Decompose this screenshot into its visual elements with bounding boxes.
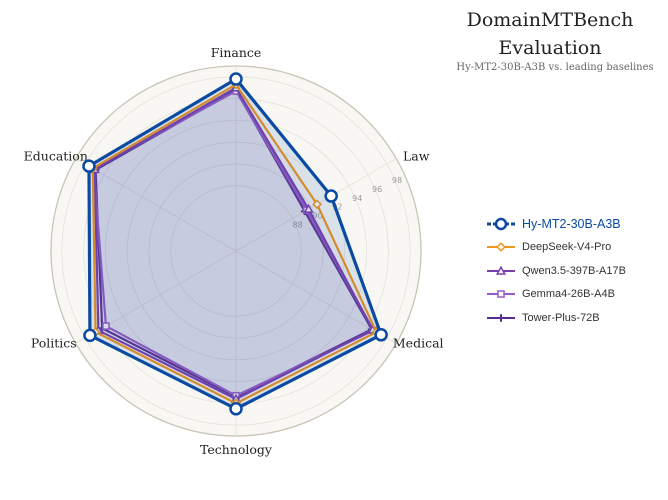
legend-label: Tower-Plus-72B [522,311,600,324]
tick-label: 98 [392,176,402,185]
legend-item: Hy-MT2-30B-A3B [486,212,626,236]
axis-spoke [235,250,397,344]
legend-swatch-icon [487,313,515,322]
legend-swatch-icon [487,265,515,275]
chart-title-line-2: Evaluation [498,37,602,59]
data-point [102,322,110,330]
legend-item: Qwen3.5-397B-A17B [486,259,626,283]
axis-label-law: Law [403,149,430,164]
data-point [303,203,314,213]
data-point [374,328,388,342]
data-point [82,159,96,173]
axis-label-education: Education [24,149,88,164]
data-point [229,402,243,416]
tick-label: 88 [293,220,303,229]
legend-marker [494,217,508,230]
tick-label: 92 [332,203,342,212]
legend-label: Gemma4-26B-A4B [522,288,615,301]
chart-title-line-1: DomainMTBench [466,9,634,31]
axis-label-technology: Technology [200,442,273,457]
legend-label: Hy-MT2-30B-A3B [522,216,621,231]
data-point [83,328,97,343]
legend-marker [496,242,506,253]
axis-spoke [75,158,237,252]
legend-marker [497,290,505,299]
legend-swatch-icon [487,242,515,253]
chart-subtitle: Hy-MT2-30B-A3B vs. leading baselines [456,62,654,73]
legend-label: Qwen3.5-397B-A17B [522,264,626,277]
legend-marker [495,265,507,275]
legend-item: DeepSeek-V4-Pro [486,236,626,260]
axis-label-medical: Medical [393,336,444,351]
axis-label-politics: Politics [31,336,77,351]
series-hy-mt2-30b-a3b [82,72,388,416]
legend: Hy-MT2-30B-A3B DeepSeek-V4-Pro Qwen3.5-397… [486,212,626,330]
chart-title: DomainMTBench Evaluation [450,6,650,62]
data-point [312,199,322,210]
axis-label-finance: Finance [211,45,262,60]
legend-item: Tower-Plus-72B [486,306,626,330]
tick-label: 94 [352,194,362,203]
legend-swatch-icon [487,290,515,299]
data-point [324,189,338,203]
legend-label: DeepSeek-V4-Pro [522,241,612,254]
tick-label: 90 [312,212,322,221]
data-point [229,72,243,86]
legend-marker [497,313,505,322]
legend-item: Gemma4-26B-A4B [486,283,626,307]
legend-swatch-icon [487,217,515,230]
tick-label: 96 [372,185,382,194]
